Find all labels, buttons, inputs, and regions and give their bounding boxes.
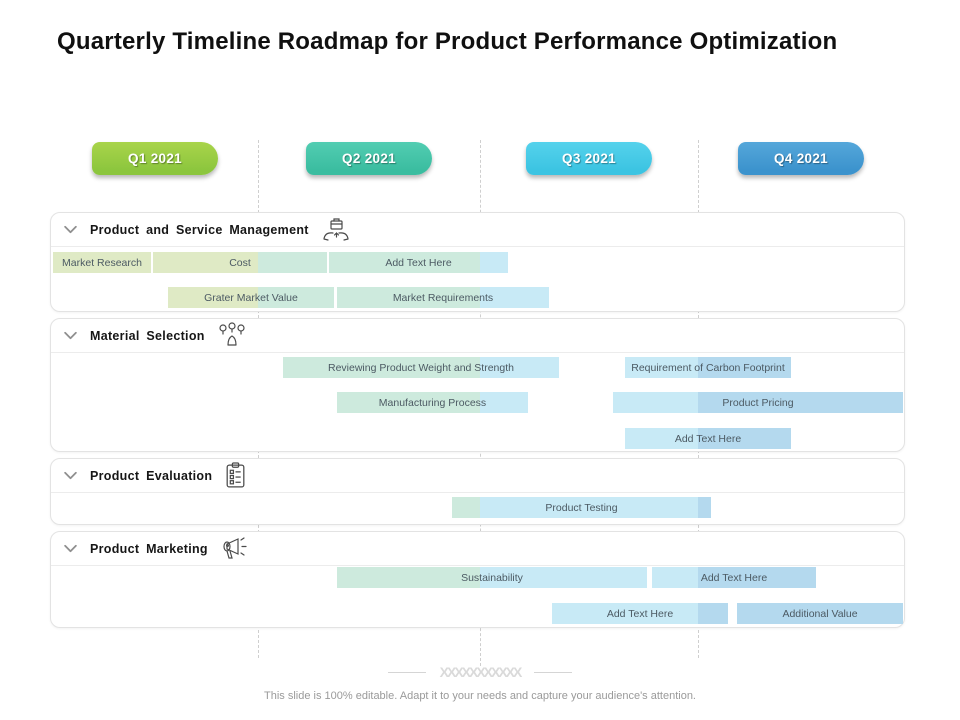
section-title: Material Selection <box>90 328 205 343</box>
section-header: Product and Service Management <box>51 213 904 247</box>
quarter-label: Q4 2021 <box>774 151 828 166</box>
task-bar[interactable]: Grater Market Value <box>168 287 334 308</box>
task-bar[interactable]: Manufacturing Process <box>337 392 528 413</box>
service-management-icon <box>321 216 351 243</box>
section-title: Product Evaluation <box>90 468 213 483</box>
quarter-pill-q2: Q2 2021 <box>306 142 432 175</box>
chevron-down-icon[interactable] <box>63 544 78 553</box>
section-header: Product Evaluation <box>51 459 904 493</box>
decoration-x-chain: XXXXXXXXXXX <box>439 664 523 680</box>
task-bar[interactable]: Add Text Here <box>652 567 816 588</box>
chevron-down-icon[interactable] <box>63 225 78 234</box>
section-title: Product Marketing <box>90 541 208 556</box>
evaluation-icon <box>224 462 247 489</box>
task-bar[interactable]: Market Requirements <box>337 287 549 308</box>
quarter-pill-q4: Q4 2021 <box>738 142 864 175</box>
quarter-pill-q1: Q1 2021 <box>92 142 218 175</box>
task-bar[interactable]: Requirement of Carbon Footprint <box>625 357 791 378</box>
task-bar[interactable]: Additional Value <box>737 603 903 624</box>
footer-note: This slide is 100% editable. Adapt it to… <box>264 690 696 702</box>
decoration-line-left <box>387 671 426 673</box>
task-bar[interactable]: Add Text Here <box>552 603 728 624</box>
task-bar[interactable]: Sustainability <box>337 567 647 588</box>
task-bar[interactable]: Market Research <box>53 252 151 273</box>
section-header: Product Marketing <box>51 532 904 566</box>
task-bar[interactable]: Product Pricing <box>613 392 903 413</box>
chevron-down-icon[interactable] <box>63 331 78 340</box>
task-bar[interactable]: Reviewing Product Weight and Strength <box>283 357 559 378</box>
quarter-label: Q3 2021 <box>562 151 616 166</box>
task-bar[interactable]: Add Text Here <box>625 428 791 449</box>
task-bar[interactable]: Cost <box>153 252 327 273</box>
footer-decoration: XXXXXXXXXXX <box>0 664 960 680</box>
task-bar[interactable]: Product Testing <box>452 497 711 518</box>
task-bar[interactable]: Add Text Here <box>329 252 508 273</box>
quarter-label: Q1 2021 <box>128 151 182 166</box>
material-selection-icon <box>217 322 247 349</box>
quarter-label: Q2 2021 <box>342 151 396 166</box>
quarter-pill-q3: Q3 2021 <box>526 142 652 175</box>
page-title: Quarterly Timeline Roadmap for Product P… <box>57 28 838 55</box>
chevron-down-icon[interactable] <box>63 471 78 480</box>
section-header: Material Selection <box>51 319 904 353</box>
decoration-line-right <box>534 671 573 673</box>
section-title: Product and Service Management <box>90 222 309 237</box>
marketing-icon <box>220 535 250 562</box>
